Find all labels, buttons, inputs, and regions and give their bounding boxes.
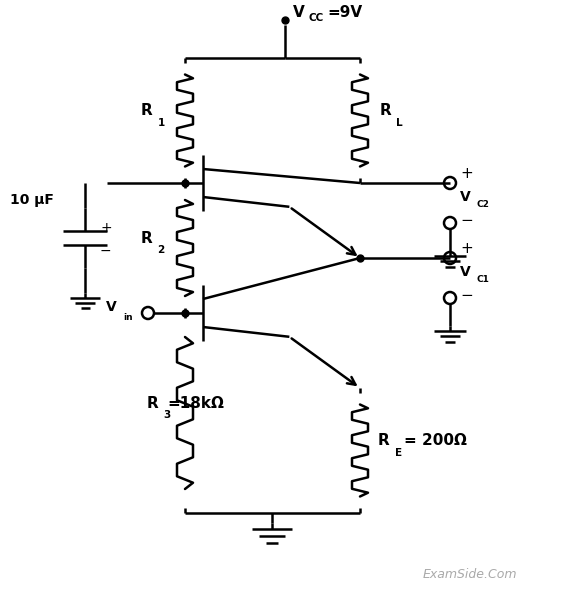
Text: L: L [396,118,403,128]
Text: C1: C1 [477,275,490,283]
Text: 2: 2 [158,245,164,255]
Text: V: V [106,300,117,314]
Text: E: E [395,447,402,457]
Text: R: R [380,103,392,118]
Text: 3: 3 [163,410,170,420]
Text: ExamSide.Com: ExamSide.Com [423,568,517,582]
Text: V: V [460,190,471,204]
Text: V: V [293,4,305,20]
Text: −: − [460,287,473,302]
Text: R: R [147,395,159,411]
Text: −: − [100,244,112,258]
Text: +: + [460,166,473,180]
Text: 1: 1 [158,118,164,128]
Text: in: in [123,313,132,321]
Text: =9V: =9V [327,4,362,20]
Text: C2: C2 [477,199,490,208]
Text: =18kΩ: =18kΩ [167,395,224,411]
Text: R: R [378,433,390,448]
Text: R: R [141,230,153,245]
Text: −: − [460,213,473,227]
Text: R: R [141,103,153,118]
Text: V: V [460,265,471,279]
Text: CC: CC [309,13,324,23]
Text: = 200Ω: = 200Ω [404,433,467,448]
Text: +: + [460,240,473,256]
Text: 10 μF: 10 μF [10,193,54,207]
Text: +: + [100,221,112,235]
